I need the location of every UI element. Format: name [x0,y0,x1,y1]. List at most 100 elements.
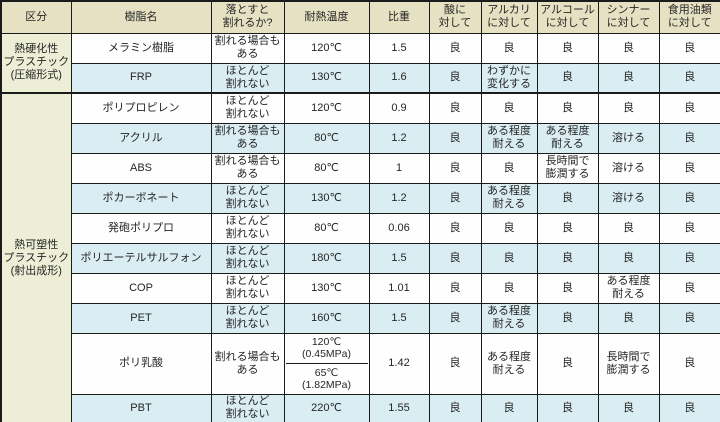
cell-breaks: 割れる場合も ある [210,122,285,154]
cell-temp: 120℃ [283,32,370,64]
cell-thinner: 溶ける [597,182,660,214]
table-row: ポリエーテルサルフォン ほとんど 割れない 180℃ 1.5 良良良良良 [1,242,720,274]
cell-category-group: 熱可塑性 プラスチック (射出成形) [0,92,72,422]
cell-breaks: ほとんど 割れない [210,242,285,274]
cell-oil: 良 [658,32,720,64]
cell-oil: 良 [658,242,720,274]
cell-alcohol: 良 [536,272,599,304]
temp-split-part: 65℃ (1.82MPa) [285,363,368,393]
cell-thinner: 溶ける [597,122,660,154]
cell-alkali: 良 [480,92,538,124]
cell-breaks: 割れる場合も ある [210,332,285,395]
cell-oil: 良 [658,332,720,395]
col-header-thinner: シンナー に対して [597,0,660,34]
cell-oil: 良 [658,272,720,304]
cell-gravity: 1.5 [368,302,430,334]
table-body: 熱硬化性 プラスチック (圧縮形式) メラミン樹脂 割れる場合も ある 120℃ 1.5… [0,32,720,422]
cell-gravity: 1.42 [368,332,430,395]
cell-alcohol: 長時間で 膨潤する [536,152,599,184]
cell-temp: 180℃ [283,242,370,274]
col-header-resin-name: 樹脂名 [70,0,212,34]
table-header: 区分 樹脂名 落とすと 割れるか? 耐熱温度 比重 酸に 対して アルカリ に対… [0,0,720,34]
cell-acid: 良 [428,242,482,274]
cell-alkali: ある程度 耐える [480,302,538,334]
cell-temp: 130℃ [283,182,370,214]
cell-acid: 良 [428,32,482,64]
cell-alcohol: 良 [536,242,599,274]
cell-breaks: 割れる場合も ある [210,32,285,64]
cell-gravity: 1 [368,152,430,184]
cell-breaks: ほとんど 割れない [210,302,285,334]
col-header-alkali: アルカリ に対して [480,0,538,34]
table-row: FRP ほとんど 割れない 130℃ 1.6 良わずかに 変化する良良良 [1,62,720,94]
table-row: 発砲ポリプロ ほとんど 割れない 80℃ 0.06 良良良良良 [1,212,720,244]
cell-breaks: ほとんど 割れない [210,272,285,304]
cell-breaks: ほとんど 割れない [210,62,285,94]
cell-thinner: 良 [597,212,660,244]
cell-resin: PBT [70,393,212,422]
cell-oil: 良 [658,152,720,184]
cell-acid: 良 [428,122,482,154]
cell-acid: 良 [428,92,482,124]
cell-thinner: ある程度 耐える [597,272,660,304]
cell-alkali: 良 [480,393,538,422]
cell-category-group: 熱硬化性 プラスチック (圧縮形式) [0,32,72,94]
cell-alkali: わずかに 変化する [480,62,538,94]
cell-thinner: 良 [597,302,660,334]
cell-acid: 良 [428,272,482,304]
cell-temp: 220℃ [283,393,370,422]
cell-alkali: ある程度 耐える [480,332,538,395]
cell-gravity: 1.5 [368,32,430,64]
cell-resin: PET [70,302,212,334]
table-row: 熱可塑性 プラスチック (射出成形) ポリプロピレン ほとんど 割れない 120℃ 0.… [0,92,720,422]
cell-acid: 良 [428,393,482,422]
cell-resin: ABS [70,152,212,184]
cell-acid: 良 [428,182,482,214]
cell-alcohol: 良 [536,212,599,244]
cell-thinner: 良 [597,92,660,124]
cell-breaks: ほとんど 割れない [210,182,285,214]
cell-gravity: 1.6 [368,62,430,94]
cell-alcohol: 良 [536,32,599,64]
cell-oil: 良 [658,212,720,244]
col-header-edible-oil: 食用油類 に対して [658,0,720,34]
cell-breaks: ほとんど 割れない [210,92,285,124]
col-header-breakability: 落とすと 割れるか? [210,0,285,34]
temp-split-part: 120℃ (0.45MPa) [301,336,352,361]
cell-oil: 良 [658,122,720,154]
cell-gravity: 1.5 [368,242,430,274]
cell-resin: ポリ乳酸 [70,332,212,395]
table-row: ポリ乳酸 割れる場合も ある 120℃ (0.45MPa) 65℃ (1.82MPa)… [1,332,720,395]
cell-thinner: 長時間で 膨潤する [597,332,660,395]
table-row: COP ほとんど 割れない 130℃ 1.01 良良良ある程度 耐える良 [1,272,720,304]
cell-alcohol: 良 [536,332,599,395]
cell-acid: 良 [428,302,482,334]
table-row: PBT ほとんど 割れない 220℃ 1.55 良良良良良 [1,393,720,422]
cell-temp: 130℃ [283,272,370,304]
cell-resin: アクリル [70,122,212,154]
cell-alkali: ある程度 耐える [480,182,538,214]
cell-alcohol: ある程度 耐える [536,122,599,154]
cell-resin: 発砲ポリプロ [70,212,212,244]
cell-gravity: 1.2 [368,122,430,154]
cell-acid: 良 [428,332,482,395]
cell-thinner: 良 [597,62,660,94]
cell-oil: 良 [658,92,720,124]
cell-temp: 160℃ [283,302,370,334]
cell-gravity: 1.01 [368,272,430,304]
temp-split-cell: 120℃ (0.45MPa) 65℃ (1.82MPa) [285,334,368,393]
col-header-alcohol: アルコール に対して [536,0,599,34]
cell-temp: 80℃ [283,122,370,154]
cell-alcohol: 良 [536,302,599,334]
cell-temp: 120℃ [283,92,370,124]
cell-resin: ポリエーテルサルフォン [70,242,212,274]
table-row: 熱硬化性 プラスチック (圧縮形式) メラミン樹脂 割れる場合も ある 120℃ 1.5… [0,32,720,94]
cell-breaks: ほとんど 割れない [210,393,285,422]
col-header-category: 区分 [0,0,72,34]
cell-resin: ポカーボネート [70,182,212,214]
cell-oil: 良 [658,393,720,422]
cell-alkali: 良 [480,212,538,244]
cell-temp: 80℃ [283,212,370,244]
cell-breaks: 割れる場合も ある [210,152,285,184]
